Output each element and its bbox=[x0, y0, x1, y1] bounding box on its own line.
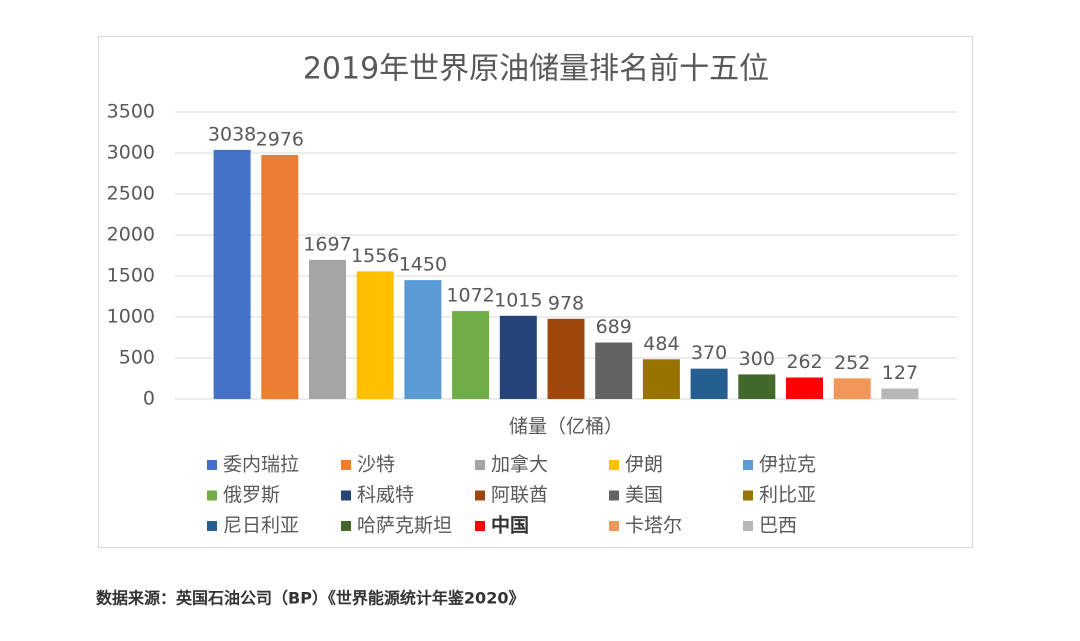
data-label: 1015 bbox=[494, 289, 542, 311]
legend-marker bbox=[207, 521, 217, 531]
legend-marker bbox=[341, 521, 351, 531]
source-note: 数据来源：英国石油公司（BP）《世界能源统计年鉴2020》 bbox=[96, 589, 524, 608]
y-tick-label: 3500 bbox=[107, 101, 155, 123]
x-tick-label: 储量（亿桶） bbox=[509, 416, 623, 438]
data-label: 689 bbox=[596, 316, 632, 338]
legend-label: 卡塔尔 bbox=[625, 515, 682, 537]
data-label: 1556 bbox=[351, 245, 399, 267]
legend-label: 俄罗斯 bbox=[223, 484, 280, 506]
data-label: 300 bbox=[739, 348, 775, 370]
legend-label: 委内瑞拉 bbox=[223, 454, 299, 476]
legend-marker bbox=[475, 521, 485, 531]
legend-marker bbox=[609, 521, 619, 531]
y-tick-label: 2000 bbox=[107, 224, 155, 246]
bar bbox=[547, 318, 585, 399]
legend-marker bbox=[207, 490, 217, 501]
data-label: 978 bbox=[548, 292, 584, 314]
bar bbox=[261, 154, 299, 399]
chart-title: 2019年世界原油储量排名前十五位 bbox=[303, 52, 769, 87]
legend-marker bbox=[475, 490, 485, 501]
bar bbox=[595, 342, 633, 399]
legend-label: 阿联酋 bbox=[491, 484, 548, 506]
legend-marker bbox=[341, 490, 351, 501]
legend-marker bbox=[475, 460, 485, 470]
legend-marker bbox=[743, 521, 753, 531]
bar bbox=[404, 280, 442, 399]
bar bbox=[356, 271, 394, 399]
bar bbox=[213, 149, 251, 399]
y-tick-label: 0 bbox=[143, 388, 155, 410]
legend-label: 伊拉克 bbox=[759, 454, 816, 476]
legend-label: 伊朗 bbox=[625, 454, 663, 476]
data-label: 262 bbox=[786, 351, 822, 373]
data-label: 127 bbox=[882, 362, 918, 384]
legend-marker bbox=[743, 490, 753, 501]
bar bbox=[309, 259, 346, 399]
bar bbox=[452, 311, 490, 399]
legend-label: 中国 bbox=[491, 514, 529, 537]
data-label: 252 bbox=[834, 352, 870, 374]
legend-marker bbox=[609, 490, 619, 501]
y-tick-label: 2500 bbox=[107, 183, 155, 205]
legend-marker bbox=[207, 460, 217, 470]
legend-label: 美国 bbox=[625, 484, 663, 506]
legend-label: 哈萨克斯坦 bbox=[357, 515, 452, 537]
legend-marker bbox=[743, 460, 753, 470]
y-tick-label: 1500 bbox=[107, 265, 155, 287]
bar bbox=[833, 378, 871, 399]
legend-label: 沙特 bbox=[357, 454, 395, 476]
bar bbox=[786, 377, 823, 399]
bar bbox=[499, 315, 537, 399]
y-tick-label: 3000 bbox=[107, 142, 155, 164]
legend-label: 加拿大 bbox=[491, 453, 548, 476]
data-label: 1697 bbox=[303, 233, 351, 255]
legend-label: 尼日利亚 bbox=[223, 515, 299, 537]
data-label: 370 bbox=[691, 342, 727, 364]
bar bbox=[881, 388, 919, 399]
data-label: 3038 bbox=[208, 123, 256, 145]
legend-label: 利比亚 bbox=[759, 484, 816, 506]
data-label: 1072 bbox=[446, 285, 494, 307]
y-tick-label: 500 bbox=[119, 347, 155, 369]
legend-label: 巴西 bbox=[759, 515, 797, 537]
bar bbox=[690, 368, 728, 399]
legend-marker bbox=[609, 460, 619, 470]
bar bbox=[642, 359, 680, 399]
legend-label: 科威特 bbox=[357, 484, 414, 506]
data-label: 484 bbox=[643, 333, 679, 355]
y-tick-label: 1000 bbox=[107, 306, 155, 328]
data-label: 2976 bbox=[256, 128, 304, 150]
bar bbox=[738, 374, 776, 399]
legend-marker bbox=[341, 460, 351, 470]
data-label: 1450 bbox=[399, 254, 447, 276]
